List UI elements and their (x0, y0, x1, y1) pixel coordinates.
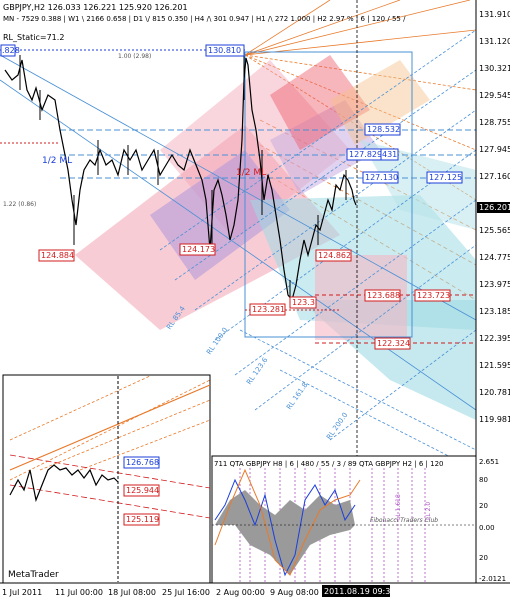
percent-label: 1.00 (2.98) (118, 53, 151, 60)
svg-text:18 Jul 08:00: 18 Jul 08:00 (108, 588, 156, 597)
svg-text:20: 20 (479, 554, 488, 562)
price-label-left-edge: .828 (2, 46, 20, 55)
svg-text:127.160: 127.160 (479, 172, 510, 181)
inset-right-panel[interactable]: 711 QTA GBPJPY H8 | 6 | 480 / 55 / 3 / 8… (211, 455, 506, 584)
svg-text:128.755: 128.755 (479, 118, 510, 127)
svg-text:130.321: 130.321 (479, 64, 510, 73)
inset-label-1: 125.944 (126, 486, 159, 495)
svg-text:121.595: 121.595 (479, 361, 510, 370)
price-label-fib-c2: 127.125 (429, 173, 462, 182)
svg-text:11 Jul 00:00: 11 Jul 00:00 (55, 588, 103, 597)
svg-text:0.00: 0.00 (479, 524, 495, 532)
price-label-fib-a: 128.532 (367, 125, 400, 134)
svg-text:-2.0121: -2.0121 (479, 575, 506, 583)
regression-lines (0, 29, 477, 471)
svg-text:125.565: 125.565 (479, 226, 510, 235)
price-axis-ticks: 131.910 131.120 130.321 129.545 128.755 … (479, 10, 510, 424)
svg-text:25 Jul 16:00: 25 Jul 16:00 (162, 588, 210, 597)
price-label-low-mid: 124.173 (182, 245, 215, 254)
svg-text:131.120: 131.120 (479, 37, 510, 46)
histogram-area (215, 490, 355, 525)
svg-text:124.775: 124.775 (479, 253, 510, 262)
svg-text:80: 80 (479, 476, 488, 484)
price-label-low-min2: 123.3 (292, 298, 315, 307)
svg-text:123.185: 123.185 (479, 307, 510, 316)
svg-text:129.545: 129.545 (479, 91, 510, 100)
price-label-fib-b2: 431 (382, 150, 397, 159)
svg-text:2 Aug 00:00: 2 Aug 00:00 (216, 588, 265, 597)
price-label-red-a: 123.688 (367, 291, 400, 300)
svg-text:119.981: 119.981 (479, 415, 510, 424)
current-price-label: 126.201 (479, 203, 510, 212)
histogram-area-neg (235, 525, 355, 575)
half-ml-label: 1/2 ML (42, 156, 72, 166)
inset-brand: MetaTrader (8, 570, 59, 580)
price-label-boxes: .828 130.810 128.532 127.829 431 127.130… (0, 44, 463, 350)
svg-text:1 Jul 2011: 1 Jul 2011 (2, 588, 42, 597)
price-label-mid-right: 124.862 (318, 251, 351, 260)
svg-text:127.945: 127.945 (479, 145, 510, 154)
indicator-label: RL_Static=71.2 (3, 33, 64, 42)
svg-text:2.651: 2.651 (479, 458, 499, 466)
svg-text:122.395: 122.395 (479, 334, 510, 343)
time-cursor-marker (322, 585, 390, 597)
svg-text:120.781: 120.781 (479, 388, 510, 397)
svg-text:20: 20 (479, 502, 488, 510)
svg-text:9 Aug 08:00: 9 Aug 08:00 (270, 588, 319, 597)
price-label-low-min: 123.281 (252, 305, 285, 314)
timeframe-stats: MN - 7529 0.388 | W1 \ 2166 0.658 | D1 \… (3, 15, 406, 23)
legend-right-1: LL 2.0 (425, 502, 432, 520)
price-label-red-b: 123.723 (417, 291, 450, 300)
svg-text:123.975: 123.975 (479, 280, 510, 289)
time-axis-ticks: 1 Jul 2011 11 Jul 00:00 18 Jul 08:00 25 … (2, 588, 319, 597)
small-left-label: 1.22 (0.86) (3, 201, 36, 208)
price-label-red-c: 122.324 (377, 339, 410, 348)
price-label-high: 130.810 (208, 46, 241, 55)
oscillator-line-2 (214, 468, 361, 576)
price-label-fib-c: 127.130 (365, 173, 398, 182)
chart-header: GBPJPY,H2 126.033 126.221 125.920 126.20… (3, 3, 188, 12)
half-ml-label-2: 1/2 ML (236, 168, 266, 178)
oscillator-axis: 2.651 80 20 0.00 20 -2.0121 (479, 458, 506, 583)
price-label-fib-b: 127.829 (349, 150, 382, 159)
selection-rectangle[interactable] (244, 51, 413, 338)
inset-label-2: 125.119 (126, 515, 159, 524)
time-cursor-label: 2011.08.19 09:32 (324, 587, 395, 596)
price-axis[interactable] (476, 0, 510, 590)
inset-label-0: 126.768 (126, 458, 159, 467)
inset-left-panel[interactable]: 126.768 125.944 125.119 MetaTrader (2, 374, 211, 584)
svg-text:131.910: 131.910 (479, 10, 510, 19)
current-price-marker (477, 202, 510, 213)
watermark: Fibonacci Traders Club (370, 517, 438, 524)
legend-right-0: LL 1.618 (395, 494, 402, 520)
price-label-low-left: 124.884 (41, 251, 74, 260)
oscillator-header: 711 QTA GBPJPY H8 | 6 | 480 / 55 / 3 / 8… (214, 460, 443, 468)
